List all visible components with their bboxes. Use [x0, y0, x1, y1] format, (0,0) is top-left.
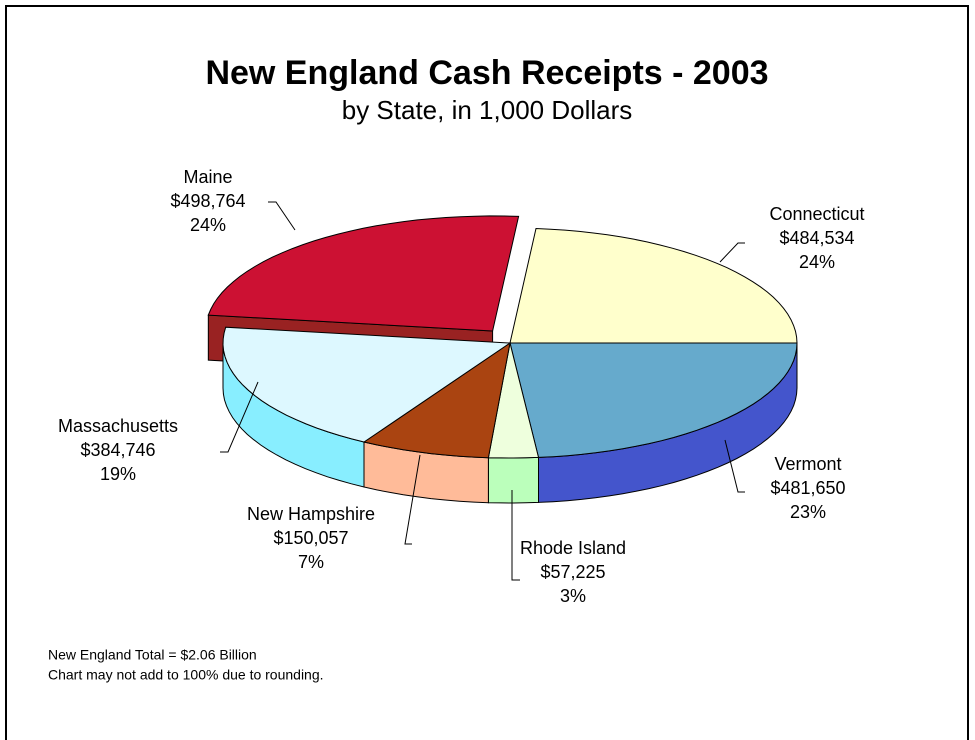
value-label: $384,746: [80, 440, 155, 460]
slice-label: Connecticut: [769, 204, 864, 224]
chart-title: New England Cash Receipts - 2003: [205, 54, 768, 92]
percent-label: 7%: [298, 552, 324, 572]
slice-label: New Hampshire: [247, 504, 375, 524]
value-label: $150,057: [273, 528, 348, 548]
leader-line: [220, 381, 259, 453]
leader-line: [719, 242, 745, 263]
slice-label: Vermont: [774, 454, 841, 474]
slice-side: [487, 456, 539, 504]
slice: [509, 342, 798, 458]
slice-label: Maine: [183, 167, 232, 187]
leader-line: [511, 490, 520, 581]
pie: [207, 215, 798, 504]
percent-label: 24%: [799, 252, 835, 272]
slice: [207, 215, 520, 332]
value-label: $481,650: [770, 478, 845, 498]
slice: [509, 227, 798, 344]
annotation: New England Total = $2.06 Billion: [48, 647, 257, 663]
value-label: $484,534: [779, 228, 854, 248]
slice: [222, 326, 512, 443]
percent-label: 19%: [100, 464, 136, 484]
percent-label: 24%: [190, 215, 226, 235]
slice: [362, 341, 511, 459]
leader-line: [268, 201, 296, 231]
labels: Connecticut $484,534 24% Vermont $481,650 23%…: [58, 167, 865, 606]
slice-label: Massachusetts: [58, 416, 178, 436]
value-label: $57,225: [540, 562, 605, 582]
percent-label: 3%: [560, 586, 586, 606]
slice-label: Rhode Island: [520, 538, 626, 558]
leader-line: [724, 439, 745, 493]
value-label: $498,764: [170, 191, 245, 211]
leader-line: [404, 454, 421, 545]
percent-label: 23%: [790, 502, 826, 522]
annotation: Chart may not add to 100% due to roundin…: [48, 667, 324, 683]
chart-subtitle: by State, in 1,000 Dollars: [342, 95, 633, 125]
